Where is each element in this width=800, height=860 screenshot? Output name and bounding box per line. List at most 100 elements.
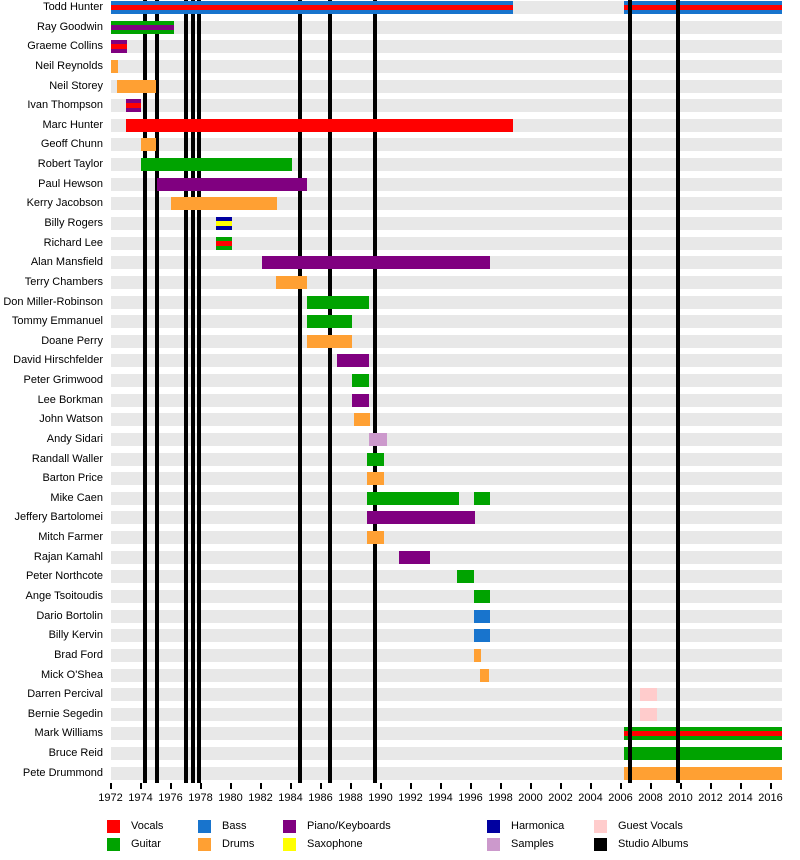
studio-album-line <box>143 0 147 783</box>
axis-tick <box>409 783 412 789</box>
member-row-track <box>110 374 782 388</box>
member-row-track <box>110 413 782 427</box>
axis-tick <box>589 783 592 789</box>
member-row-track <box>110 197 782 211</box>
axis-tick-label: 2016 <box>758 792 783 804</box>
membership-bar <box>623 727 782 741</box>
legend-swatch-drums <box>198 838 211 851</box>
membership-bar <box>640 688 657 702</box>
axis-tick <box>679 783 682 789</box>
studio-album-line <box>327 0 332 783</box>
member-label: Ray Goodwin <box>36 20 103 33</box>
legend-swatch-bass <box>198 820 211 833</box>
member-row-track <box>110 531 782 545</box>
legend-swatch-studio_albums <box>594 838 607 851</box>
member-label: Billy Rogers <box>44 216 103 229</box>
membership-bar <box>170 197 277 211</box>
axis-tick-label: 2000 <box>518 792 543 804</box>
membership-bar <box>110 40 127 54</box>
membership-bar <box>473 609 490 623</box>
axis-tick <box>109 783 112 789</box>
member-row-track <box>110 59 782 73</box>
membership-bar <box>275 275 307 289</box>
member-label: Brad Ford <box>54 648 103 661</box>
membership-bar <box>140 138 156 152</box>
member-label: Billy Kervin <box>48 629 103 642</box>
member-label: Darren Percival <box>27 688 103 701</box>
legend-label: Studio Albums <box>618 838 689 850</box>
legend-swatch-guest_vocals <box>594 820 607 833</box>
member-row-track <box>110 40 782 54</box>
axis-tick <box>619 783 622 789</box>
axis-tick <box>769 783 772 789</box>
membership-bar <box>623 766 782 780</box>
member-label: Paul Hewson <box>38 177 103 190</box>
legend-label: Samples <box>511 838 554 850</box>
member-row-track <box>110 668 782 682</box>
membership-bar <box>307 334 352 348</box>
member-label: Neil Reynolds <box>35 59 103 72</box>
member-row-track <box>110 688 782 702</box>
membership-bar <box>367 452 384 466</box>
axis-tick <box>139 783 142 789</box>
member-row-track <box>110 629 782 643</box>
member-label: Peter Grimwood <box>23 374 103 387</box>
member-row-track <box>110 99 782 113</box>
membership-bar <box>110 1 513 14</box>
member-row-track <box>110 20 782 34</box>
member-row-track <box>110 393 782 407</box>
membership-bar <box>473 590 490 604</box>
axis-tick <box>229 783 232 789</box>
studio-album-line <box>372 0 377 783</box>
axis-tick-label: 2002 <box>548 792 573 804</box>
legend-swatch-saxophone <box>283 838 296 851</box>
member-label: Bruce Reid <box>48 747 103 760</box>
member-row-track <box>110 354 782 368</box>
member-row-track <box>110 707 782 721</box>
studio-album-line <box>297 0 302 783</box>
axis-tick <box>529 783 532 789</box>
member-row-track <box>110 570 782 584</box>
membership-bar <box>125 118 513 132</box>
member-row-track <box>110 727 782 741</box>
axis-tick-label: 1972 <box>98 792 123 804</box>
membership-bar <box>640 707 657 721</box>
member-label: Rajan Kamahl <box>33 550 103 563</box>
membership-bar <box>473 629 490 643</box>
legend-label: Harmonica <box>511 820 565 832</box>
membership-bar <box>353 413 370 427</box>
member-label: Mark Williams <box>34 727 103 740</box>
member-label: Mitch Farmer <box>38 531 103 544</box>
axis-tick-label: 1976 <box>158 792 183 804</box>
membership-bar <box>473 648 481 662</box>
studio-album-line <box>191 0 195 783</box>
membership-bar <box>367 491 459 505</box>
membership-bar <box>352 393 369 407</box>
membership-bar <box>623 747 782 761</box>
legend-label: Drums <box>222 838 255 850</box>
axis-tick-label: 1980 <box>218 792 243 804</box>
member-label: Randall Waller <box>31 452 103 465</box>
member-label: Alan Mansfield <box>30 256 103 269</box>
axis-tick-label: 2008 <box>638 792 663 804</box>
member-label: Robert Taylor <box>37 158 103 171</box>
axis-tick-label: 1982 <box>248 792 273 804</box>
member-label: Graeme Collins <box>27 40 103 53</box>
member-row-track <box>110 315 782 329</box>
member-label: Kerry Jacobson <box>26 197 103 210</box>
axis-tick-label: 1990 <box>368 792 393 804</box>
axis-tick <box>199 783 202 789</box>
axis-tick-label: 2014 <box>728 792 753 804</box>
member-row-track <box>110 590 782 604</box>
member-row-track <box>110 747 782 761</box>
member-row-track <box>110 648 782 662</box>
axis-tick-label: 1986 <box>308 792 333 804</box>
axis-tick-label: 2004 <box>578 792 603 804</box>
member-label: Richard Lee <box>43 236 103 249</box>
member-label: Ivan Thompson <box>27 99 103 112</box>
axis-tick-label: 1998 <box>488 792 513 804</box>
axis-tick-label: 2012 <box>698 792 723 804</box>
membership-bar <box>479 668 489 682</box>
axis-tick-label: 2010 <box>668 792 693 804</box>
